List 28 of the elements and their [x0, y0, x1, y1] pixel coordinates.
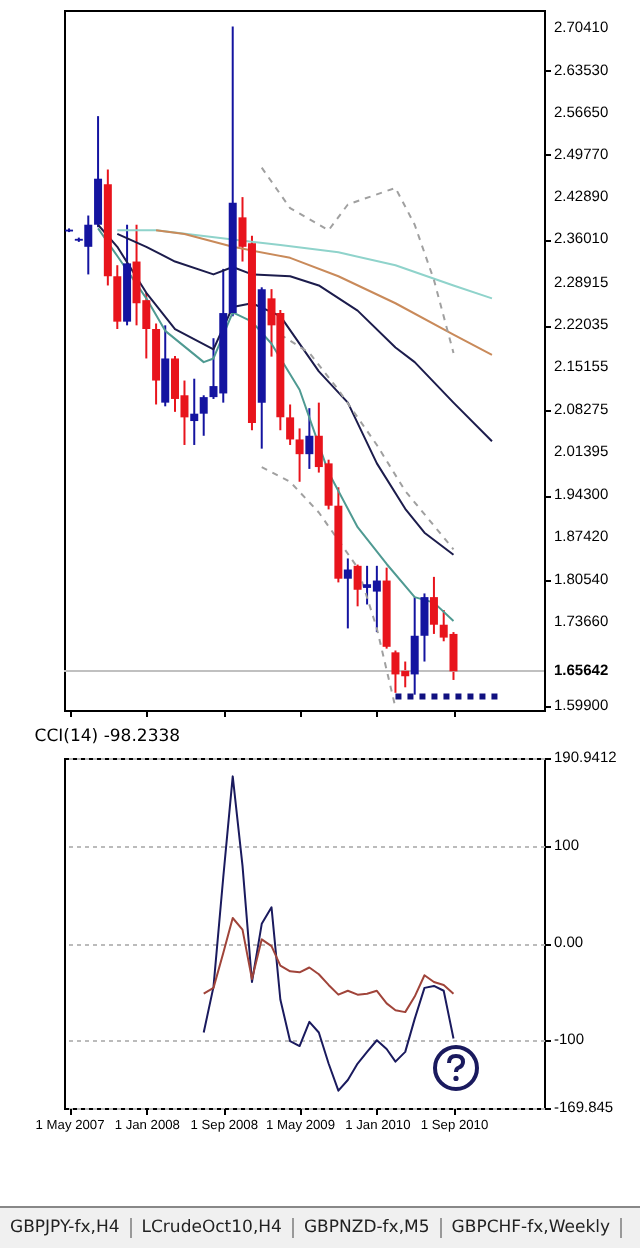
text: GBPNZD-fx,M5: [293, 1218, 442, 1238]
candlestick: [161, 324, 170, 408]
candlestick: [94, 115, 103, 229]
line-series: [155, 229, 493, 356]
candlestick: [190, 377, 199, 446]
candlestick: [295, 427, 304, 483]
line-series: [202, 775, 455, 1092]
chart-title: CCI(14) -98.2338: [34, 727, 181, 747]
candlestick: [199, 394, 208, 437]
candlestick: [286, 403, 295, 446]
text: GBPCHF-fx,Weekly: [441, 1218, 623, 1238]
candlestick: [343, 557, 352, 630]
candlestick: [410, 596, 419, 696]
candlestick: [305, 407, 314, 470]
line-series: [260, 166, 455, 354]
line-series: [116, 229, 493, 300]
candlestick: [113, 264, 122, 331]
text: GBPJPY-fx,H4: [0, 1218, 132, 1238]
candlestick: [171, 355, 180, 413]
candlestick: [353, 563, 362, 608]
line-series: [97, 227, 455, 623]
text: LCrudeOct10,H4: [131, 1218, 294, 1238]
line-series: [116, 232, 493, 443]
line-series: [279, 333, 455, 551]
candlestick: [429, 575, 438, 635]
line-series: [260, 466, 397, 709]
line-series: [202, 917, 455, 1014]
candlestick: [420, 592, 429, 663]
